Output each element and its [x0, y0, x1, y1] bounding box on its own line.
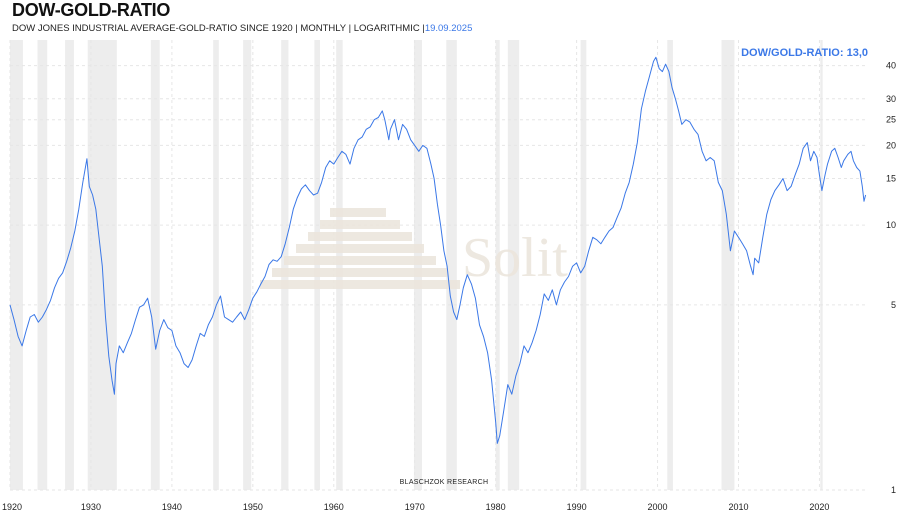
credit-text: BLASCHZOK RESEARCH	[400, 479, 489, 486]
x-tick-label: 2000	[648, 502, 668, 511]
recession-band	[495, 40, 500, 490]
recession-band	[37, 40, 48, 490]
x-tick-label: 2020	[809, 502, 829, 511]
recession-band	[10, 40, 23, 490]
y-tick-label: 40	[886, 61, 896, 71]
recession-band	[213, 40, 219, 490]
series-line	[9, 56, 867, 444]
chart-title: DOW-GOLD-RATIO	[12, 0, 171, 20]
x-tick-label: 1980	[486, 502, 506, 511]
y-tick-label: 20	[886, 140, 896, 150]
recession-band	[446, 40, 457, 490]
recession-band	[580, 40, 587, 490]
subtitle-text: DOW JONES INDUSTRIAL AVERAGE-GOLD-RATIO …	[12, 23, 425, 34]
y-tick-label: 5	[891, 300, 896, 310]
y-tick-label: 15	[886, 173, 896, 183]
y-tick-label: 25	[886, 115, 896, 125]
x-tick-label: 1930	[81, 502, 101, 511]
y-tick-label: 10	[886, 220, 896, 230]
subtitle-date: 19.09.2025	[424, 23, 473, 34]
solit-watermark: Solit	[260, 208, 568, 289]
x-tick-label: 1960	[324, 502, 344, 511]
y-tick-label: 1	[891, 485, 896, 495]
x-tick-label: 1920	[2, 502, 22, 511]
recession-band	[667, 40, 673, 490]
recession-band	[150, 40, 160, 490]
pyramid-logo	[260, 208, 460, 289]
recession-band	[65, 40, 74, 490]
ratio-annotation: DOW/GOLD-RATIO: 13,0	[741, 47, 868, 59]
x-tick-label: 1950	[243, 502, 263, 511]
watermark-text: Solit	[462, 227, 568, 289]
x-tick-label: 1990	[567, 502, 587, 511]
x-axis-ticks: 1920 1930 1940 1950 1960 1970 1980 1990 2000 2010…	[2, 502, 829, 511]
grid-lines	[9, 40, 868, 491]
recession-band	[243, 40, 252, 490]
x-tick-label: 1970	[405, 502, 425, 511]
x-tick-label: 1940	[162, 502, 182, 511]
y-tick-label: 30	[886, 94, 896, 104]
recession-band	[507, 40, 520, 490]
chart-subtitle: DOW JONES INDUSTRIAL AVERAGE-GOLD-RATIO …	[12, 23, 472, 34]
recession-band	[721, 40, 735, 490]
x-tick-label: 2010	[728, 502, 748, 511]
recession-band	[820, 40, 823, 490]
